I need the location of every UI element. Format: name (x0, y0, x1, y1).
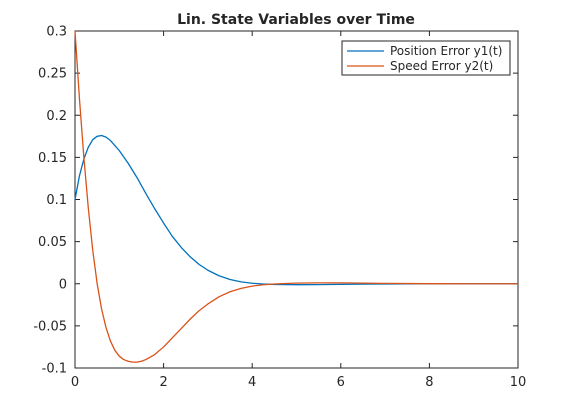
y-tick-label: 0.25 (38, 67, 67, 82)
y-tick-label: 0.15 (38, 151, 67, 166)
y-tick-label: 0.05 (38, 235, 67, 250)
series-line-2 (74, 30, 518, 363)
series-line-1 (74, 134, 518, 286)
y-tick-label: -0.1 (42, 362, 67, 377)
legend: Position Error y1(t)Speed Error y2(t) (341, 40, 511, 76)
x-tick-label: 2 (159, 375, 167, 390)
x-tick-label: 8 (425, 375, 433, 390)
x-tick-label: 10 (510, 375, 527, 390)
legend-box (341, 40, 511, 76)
y-tick-label: 0.3 (46, 25, 67, 40)
y-tick-label: 0.1 (46, 193, 67, 208)
y-tick-label: 0.2 (46, 109, 67, 124)
x-tick-label: 0 (71, 375, 79, 390)
plot-box (74, 30, 519, 369)
legend-label: Speed Error y2(t) (390, 59, 493, 73)
series-layer (74, 30, 518, 363)
y-tick-label: 0 (59, 277, 67, 292)
y-tick-label: -0.05 (33, 319, 67, 334)
plot-area (74, 30, 519, 369)
legend-label: Position Error y1(t) (390, 44, 502, 58)
x-axis: 0 2 4 6 8 10 (71, 31, 526, 390)
x-tick-label: 4 (248, 375, 256, 390)
x-tick-label: 6 (337, 375, 345, 390)
y-axis: -0.1 -0.05 0 0.05 0.1 0.15 0.2 0.25 0.3 (33, 25, 518, 377)
chart-title: Lin. State Variables over Time (177, 12, 415, 28)
